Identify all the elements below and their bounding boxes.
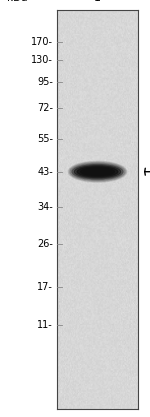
Text: 55-: 55- — [37, 134, 53, 144]
Text: 11-: 11- — [37, 320, 53, 330]
Text: 34-: 34- — [37, 202, 53, 212]
Text: 1: 1 — [94, 0, 101, 3]
Ellipse shape — [89, 170, 106, 173]
Text: 17-: 17- — [37, 282, 53, 292]
Ellipse shape — [74, 165, 121, 178]
Ellipse shape — [81, 168, 114, 176]
Text: 43-: 43- — [37, 167, 53, 177]
Ellipse shape — [72, 164, 123, 179]
Text: 26-: 26- — [37, 239, 53, 249]
Ellipse shape — [68, 161, 127, 182]
Text: 72-: 72- — [37, 103, 53, 113]
Ellipse shape — [77, 166, 118, 177]
Text: 170-: 170- — [31, 37, 53, 47]
Text: 95-: 95- — [37, 77, 53, 87]
Ellipse shape — [85, 169, 110, 175]
Text: kDa: kDa — [7, 0, 27, 3]
Text: 130-: 130- — [31, 55, 53, 65]
Ellipse shape — [70, 163, 125, 181]
